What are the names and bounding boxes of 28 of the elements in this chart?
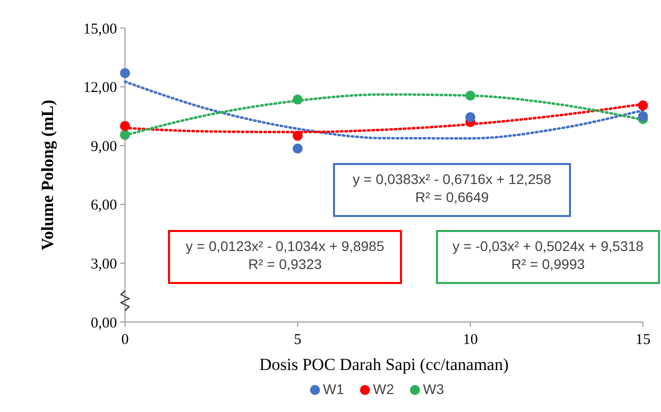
x-tick-label: 5 xyxy=(294,332,302,348)
point xyxy=(120,130,130,140)
legend-label: W2 xyxy=(373,381,394,397)
point xyxy=(292,144,303,154)
x-axis-title: Dosis POC Darah Sapi (cc/tanaman) xyxy=(259,355,509,374)
point xyxy=(638,111,648,122)
point xyxy=(120,68,130,78)
point xyxy=(292,130,303,141)
annotation: y = 0,0383x² - 0,6716x + 12,258 R² = 0,6649 xyxy=(352,171,552,205)
point xyxy=(465,90,476,101)
y-axis-title: Volume Polong (mL) xyxy=(38,100,57,250)
legend-label: W1 xyxy=(323,381,344,397)
point xyxy=(120,121,130,131)
y-tick-label: 12,00 xyxy=(83,80,117,96)
y-tick-label: 15,00 xyxy=(83,21,117,38)
y-tick-label: 6,00 xyxy=(90,198,117,214)
legend-label: W3 xyxy=(423,381,444,397)
x-tick-label: 10 xyxy=(462,332,478,348)
y-tick-label: 3,00 xyxy=(90,256,117,272)
x-tick-label: 0 xyxy=(121,332,129,348)
annotation: y = -0,03x² + 0,5024x + 9,5318 R² = 0,9993 xyxy=(452,238,644,272)
y-tick-label: 9,00 xyxy=(90,138,117,155)
x-tick-label: 15 xyxy=(636,332,650,348)
point xyxy=(465,112,476,122)
annotation: y = 0,0123x² - 0,1034x + 9,8985 R² = 0,9323 xyxy=(186,238,384,272)
y-tick-label: 0,00 xyxy=(90,315,117,332)
point xyxy=(638,100,648,110)
point xyxy=(292,94,303,105)
